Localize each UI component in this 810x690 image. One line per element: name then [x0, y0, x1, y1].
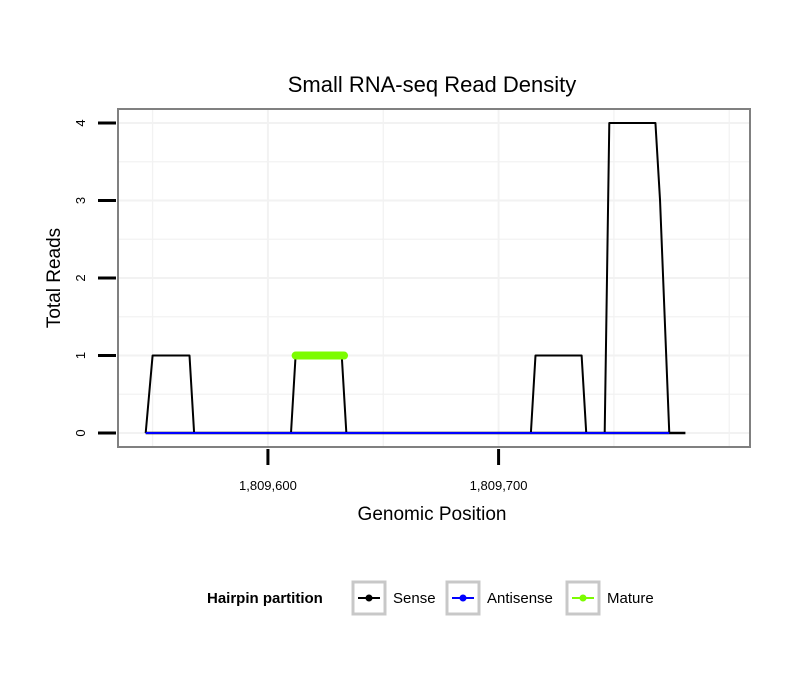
- x-axis-label: Genomic Position: [358, 504, 507, 525]
- y-axis-label: Total Reads: [44, 228, 65, 328]
- legend-key-dot: [365, 594, 373, 602]
- legend-key-dot: [459, 594, 467, 602]
- legend-key-dot: [579, 594, 587, 602]
- x-tick-label: 1,809,700: [470, 478, 528, 493]
- x-axis-ticks: 1,809,600 1,809,700: [239, 449, 528, 493]
- legend-title: Hairpin partition: [207, 590, 323, 607]
- grid: [118, 109, 750, 447]
- y-axis-ticks: 0 1 2 3 4: [73, 119, 116, 437]
- legend-label-antisense: Antisense: [487, 590, 553, 607]
- y-tick-label: 4: [73, 119, 88, 126]
- plot-panel-border: [117, 108, 751, 448]
- y-tick-label: 1: [73, 352, 88, 359]
- y-tick-label: 3: [73, 197, 88, 204]
- y-tick-label: 2: [73, 274, 88, 281]
- legend-label-sense: Sense: [393, 590, 436, 607]
- legend-label-mature: Mature: [607, 590, 654, 607]
- legend-items: Sense Antisense Mature: [351, 580, 654, 616]
- chart-title: Small RNA-seq Read Density: [288, 72, 577, 97]
- x-tick-label: 1,809,600: [239, 478, 297, 493]
- legend: Hairpin partition Sense Antisense Mature: [207, 580, 654, 616]
- series-lines: [144, 121, 686, 435]
- y-tick-label: 0: [73, 429, 88, 436]
